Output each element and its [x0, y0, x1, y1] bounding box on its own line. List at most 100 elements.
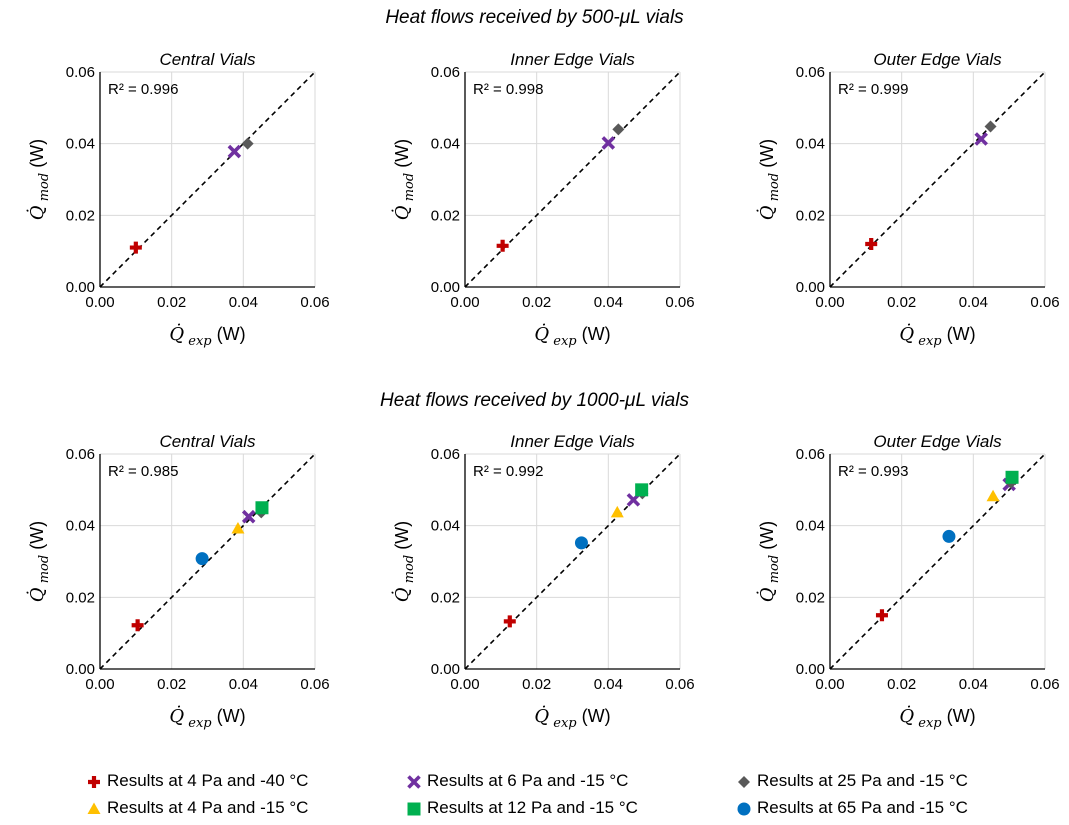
x-tick-label: 0.04 — [229, 294, 258, 311]
r-squared-label: R² = 0.999 — [838, 81, 908, 98]
reference-line — [99, 71, 316, 288]
legend-marker-shape — [407, 774, 421, 789]
legend-item: Results at 25 Pa and -15 °C — [735, 771, 968, 791]
legend-marker-shape — [738, 775, 750, 788]
y-tick-label: 0.00 — [66, 661, 95, 678]
scatter-panel: 0.000.00 0.02 0.02 0.04 0.04 0.06 0.06 Central … — [26, 432, 330, 731]
panel-title: Inner Edge Vials — [510, 50, 635, 69]
y-tick-label: 0.04 — [796, 136, 825, 153]
data-point — [986, 489, 1000, 502]
x-tick-label: 0.00 — [450, 294, 479, 311]
x-tick-label: 0.02 — [157, 294, 186, 311]
x-axis-label: Q̇ exp (W) — [169, 323, 245, 349]
x-tick-label: 0.04 — [959, 294, 988, 311]
y-tick-label: 0.04 — [66, 136, 95, 153]
x-tick-label: 0.06 — [1030, 676, 1059, 693]
panel-title: Outer Edge Vials — [873, 432, 1002, 451]
legend-item: Results at 12 Pa and -15 °C — [405, 798, 638, 818]
y-tick-label: 0.02 — [66, 589, 95, 606]
scatter-panel: 0.000.00 0.02 0.02 0.04 0.04 0.06 0.06 Outer Ed… — [756, 432, 1060, 731]
scatter-panel: 0.000.00 0.02 0.02 0.04 0.04 0.06 0.06 Inner Ed… — [391, 432, 695, 731]
data-point — [875, 609, 888, 622]
data-point — [942, 529, 956, 543]
data-point — [1005, 470, 1019, 484]
data-point — [574, 536, 588, 550]
y-axis-label: Q̇ mod (W) — [756, 521, 782, 602]
x-axis-label: Q̇ exp (W) — [899, 705, 975, 731]
y-tick-label: 0.06 — [66, 64, 95, 81]
r-squared-label: R² = 0.985 — [108, 463, 178, 480]
section-title-1000: Heat flows received by 1000-μL vials — [380, 390, 689, 411]
legend-marker — [735, 800, 757, 818]
x-axis-label: Q̇ exp (W) — [899, 323, 975, 349]
section-title-500: Heat flows received by 500-μL vials — [385, 7, 684, 28]
y-tick-label: 0.06 — [796, 446, 825, 463]
x-tick-label: 0.06 — [1030, 294, 1059, 311]
x-tick-label: 0.04 — [594, 676, 623, 693]
data-point — [255, 501, 269, 515]
data-point — [984, 120, 997, 133]
data-point — [231, 522, 245, 534]
x-tick-label: 0.06 — [300, 676, 329, 693]
y-tick-label: 0.06 — [66, 446, 95, 463]
y-axis-label: Q̇ mod (W) — [26, 521, 52, 602]
data-point — [227, 144, 242, 159]
y-tick-label: 0.02 — [431, 207, 460, 224]
reference-line — [464, 71, 681, 288]
scatter-panel: 0.000.00 0.02 0.02 0.04 0.04 0.06 0.06 Inner Ed… — [391, 50, 695, 349]
x-tick-label: 0.04 — [594, 294, 623, 311]
y-tick-label: 0.00 — [431, 661, 460, 678]
x-tick-label: 0.02 — [522, 294, 551, 311]
reference-line — [99, 453, 316, 670]
data-point — [496, 239, 509, 252]
panel-title: Outer Edge Vials — [873, 50, 1002, 69]
legend-label: Results at 4 Pa and -15 °C — [107, 798, 309, 817]
y-axis-label: Q̇ mod (W) — [391, 521, 417, 602]
x-tick-label: 0.00 — [815, 294, 844, 311]
y-tick-label: 0.00 — [796, 661, 825, 678]
data-point — [974, 132, 988, 146]
legend-item: Results at 6 Pa and -15 °C — [405, 771, 628, 791]
data-point — [635, 483, 649, 497]
y-tick-label: 0.00 — [796, 279, 825, 296]
reference-line — [829, 71, 1046, 288]
legend-label: Results at 4 Pa and -40 °C — [107, 771, 309, 790]
x-tick-label: 0.02 — [157, 676, 186, 693]
x-tick-label: 0.00 — [815, 676, 844, 693]
data-point — [610, 505, 624, 518]
data-point — [241, 509, 256, 524]
x-tick-label: 0.06 — [665, 676, 694, 693]
y-tick-label: 0.04 — [796, 518, 825, 535]
y-axis-label: Q̇ mod (W) — [756, 139, 782, 220]
x-tick-label: 0.06 — [300, 294, 329, 311]
y-tick-label: 0.06 — [431, 64, 460, 81]
legend-label: Results at 25 Pa and -15 °C — [757, 771, 968, 790]
x-tick-label: 0.00 — [85, 294, 114, 311]
y-axis-label: Q̇ mod (W) — [391, 139, 417, 220]
scatter-figure: 0.000.000.020.020.040.040.060.06Central … — [26, 50, 1060, 731]
y-tick-label: 0.06 — [431, 446, 460, 463]
data-point — [612, 123, 625, 136]
legend-marker-shape — [87, 802, 101, 814]
x-tick-label: 0.04 — [229, 676, 258, 693]
y-tick-label: 0.02 — [66, 207, 95, 224]
data-point — [601, 136, 616, 150]
data-point — [865, 238, 878, 250]
legend-marker-shape — [88, 775, 100, 788]
legend-label: Results at 12 Pa and -15 °C — [427, 798, 638, 817]
scatter-panel: 0.000.00 0.02 0.02 0.04 0.04 0.06 0.06 Outer Ed… — [756, 50, 1060, 349]
r-squared-label: R² = 0.992 — [473, 463, 543, 480]
reference-line — [829, 453, 1046, 670]
legend-marker — [85, 773, 107, 791]
legend-label: Results at 6 Pa and -15 °C — [427, 771, 629, 790]
scatter-panel: 0.000.00 0.02 0.02 0.04 0.04 0.06 0.06 Central … — [26, 50, 330, 349]
y-tick-label: 0.04 — [66, 518, 95, 535]
r-squared-label: R² = 0.998 — [473, 81, 543, 98]
y-tick-label: 0.00 — [66, 279, 95, 296]
panel-title: Central Vials — [159, 432, 256, 451]
y-tick-label: 0.02 — [796, 207, 825, 224]
y-tick-label: 0.00 — [431, 279, 460, 296]
r-squared-label: R² = 0.996 — [108, 81, 178, 98]
legend-label: Results at 65 Pa and -15 °C — [757, 798, 968, 817]
data-point — [131, 619, 144, 632]
